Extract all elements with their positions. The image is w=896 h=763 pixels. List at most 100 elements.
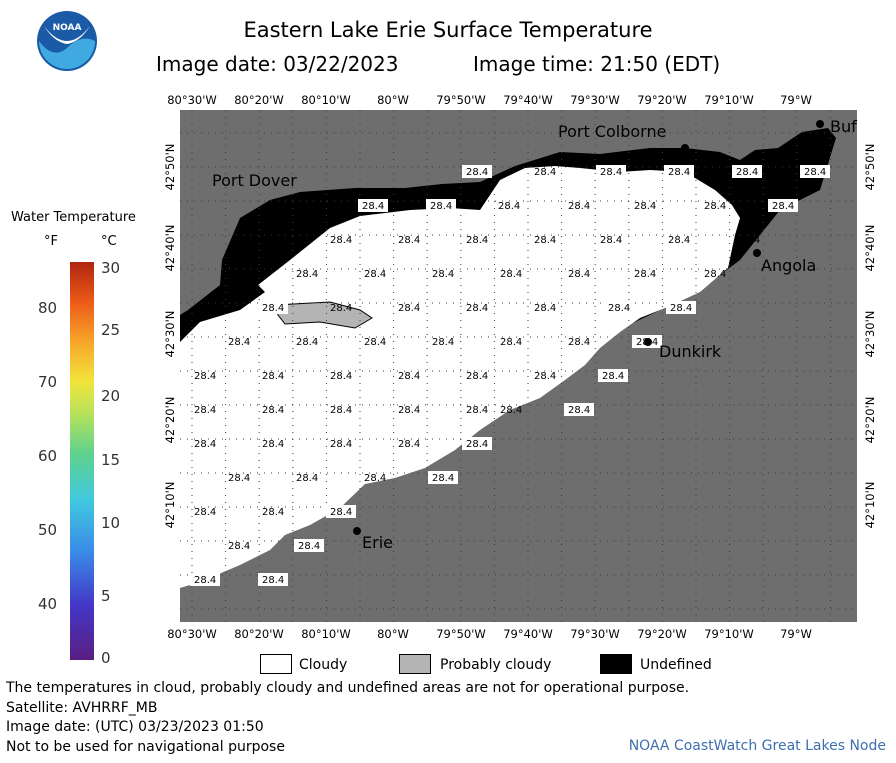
legend-c-label: 20: [101, 387, 121, 405]
svg-text:28.4: 28.4: [534, 371, 556, 382]
legend-title: Water Temperature: [11, 210, 136, 225]
svg-text:28.4: 28.4: [600, 167, 622, 178]
lon-tick-bottom: 79°20'W: [637, 627, 687, 641]
temperature-label: 28.4: [596, 165, 626, 178]
noaa-logo: NOAA: [37, 11, 97, 71]
temperature-label: 28.4: [568, 201, 590, 212]
svg-text:28.4: 28.4: [600, 235, 622, 246]
temperature-label: 28.4: [194, 405, 216, 416]
buffalo-marker: [816, 120, 824, 128]
svg-text:28.4: 28.4: [498, 201, 520, 212]
svg-text:28.4: 28.4: [330, 439, 352, 450]
temperature-label: 28.4: [666, 301, 696, 314]
lon-tick-bottom: 80°10'W: [301, 627, 351, 641]
temperature-label: 28.4: [634, 269, 656, 280]
temperature-label: 28.4: [330, 439, 352, 450]
lon-tick-bottom: 79°30'W: [570, 627, 620, 641]
lon-tick-bottom: 79°40'W: [503, 627, 553, 641]
lon-tick-bottom: 79°10'W: [704, 627, 754, 641]
temperature-label: 28.4: [704, 201, 726, 212]
svg-text:28.4: 28.4: [228, 337, 250, 348]
temperature-label: 28.4: [604, 301, 634, 314]
legend-c-label: 15: [101, 451, 121, 469]
svg-text:28.4: 28.4: [736, 167, 758, 178]
temperature-label: 28.4: [398, 235, 420, 246]
temperature-label: 28.4: [262, 507, 284, 518]
lat-tick-left: 42°40'N: [163, 224, 177, 272]
svg-text:28.4: 28.4: [466, 439, 488, 450]
svg-text:28.4: 28.4: [534, 235, 556, 246]
svg-text:28.4: 28.4: [398, 405, 420, 416]
temperature-label: 28.4: [500, 405, 522, 416]
temperature-label: 28.4: [262, 439, 284, 450]
temperature-label: 28.4: [564, 403, 594, 416]
svg-text:28.4: 28.4: [398, 371, 420, 382]
temperature-label: 28.4: [534, 235, 556, 246]
temperature-label: 28.4: [600, 235, 622, 246]
svg-text:28.4: 28.4: [568, 405, 590, 416]
temperature-label: 28.4: [432, 337, 454, 348]
label-port-dover: Port Dover: [212, 171, 297, 190]
temperature-label: 28.4: [364, 337, 386, 348]
temperature-label: 28.4: [190, 573, 220, 586]
svg-text:28.4: 28.4: [568, 337, 590, 348]
lon-tick-top: 79°20'W: [637, 93, 687, 107]
svg-text:28.4: 28.4: [670, 303, 692, 314]
legend-f-label: 80: [38, 299, 58, 317]
lon-tick-bottom: 80°20'W: [234, 627, 284, 641]
temperature-label: 28.4: [330, 371, 352, 382]
svg-text:28.4: 28.4: [262, 507, 284, 518]
svg-text:28.4: 28.4: [500, 269, 522, 280]
svg-text:28.4: 28.4: [432, 473, 454, 484]
svg-text:28.4: 28.4: [364, 337, 386, 348]
temperature-label: 28.4: [466, 371, 488, 382]
temperature-label: 28.4: [398, 303, 420, 314]
temperature-label: 28.4: [296, 337, 318, 348]
temperature-label: 28.4: [634, 201, 656, 212]
temperature-label: 28.4: [330, 235, 352, 246]
temperature-label: 28.4: [228, 337, 250, 348]
legend-c-label: 25: [101, 321, 121, 339]
lon-tick-bottom: 79°50'W: [436, 627, 486, 641]
erie-marker: [353, 527, 361, 535]
label-port-colborne: Port Colborne: [558, 122, 667, 141]
temperature-label: 28.4: [598, 369, 628, 382]
temperature-label: 28.4: [262, 371, 284, 382]
key-cloudy-swatch: [260, 654, 292, 674]
svg-text:28.4: 28.4: [262, 303, 284, 314]
svg-text:28.4: 28.4: [330, 303, 352, 314]
temperature-label: 28.4: [738, 235, 760, 246]
svg-text:28.4: 28.4: [466, 371, 488, 382]
svg-text:28.4: 28.4: [262, 575, 284, 586]
legend-c-label: 10: [101, 514, 121, 532]
svg-text:28.4: 28.4: [466, 167, 488, 178]
label-erie: Erie: [362, 533, 393, 552]
image-time: Image time: 21:50 (EDT): [473, 52, 721, 76]
svg-text:28.4: 28.4: [466, 405, 488, 416]
lon-tick-bottom: 80°30'W: [167, 627, 217, 641]
temperature-label: 28.4: [426, 199, 456, 212]
svg-text:28.4: 28.4: [534, 303, 556, 314]
svg-text:28.4: 28.4: [398, 439, 420, 450]
temperature-label: 28.4: [296, 473, 318, 484]
lat-tick-left: 42°30'N: [163, 310, 177, 358]
svg-text:28.4: 28.4: [194, 405, 216, 416]
cloudy-area: [180, 166, 740, 588]
temperature-label: 28.4: [294, 539, 324, 552]
svg-text:28.4: 28.4: [398, 303, 420, 314]
lat-tick-right: 42°20'N: [863, 396, 877, 444]
temperature-label: 28.4: [462, 165, 492, 178]
svg-text:28.4: 28.4: [466, 303, 488, 314]
legend-c-label: 0: [101, 649, 111, 667]
lat-tick-left: 42°50'N: [163, 143, 177, 191]
temperature-label: 28.4: [664, 165, 694, 178]
temperature-label: 28.4: [194, 507, 216, 518]
temperature-label: 28.4: [262, 405, 284, 416]
key-probably-cloudy-swatch: [399, 654, 431, 674]
temperature-label: 28.4: [498, 201, 520, 212]
temperature-label: 28.4: [500, 337, 522, 348]
temperature-label: 28.4: [228, 541, 250, 552]
svg-text:28.4: 28.4: [500, 337, 522, 348]
svg-text:28.4: 28.4: [262, 439, 284, 450]
lat-tick-left: 42°20'N: [163, 396, 177, 444]
